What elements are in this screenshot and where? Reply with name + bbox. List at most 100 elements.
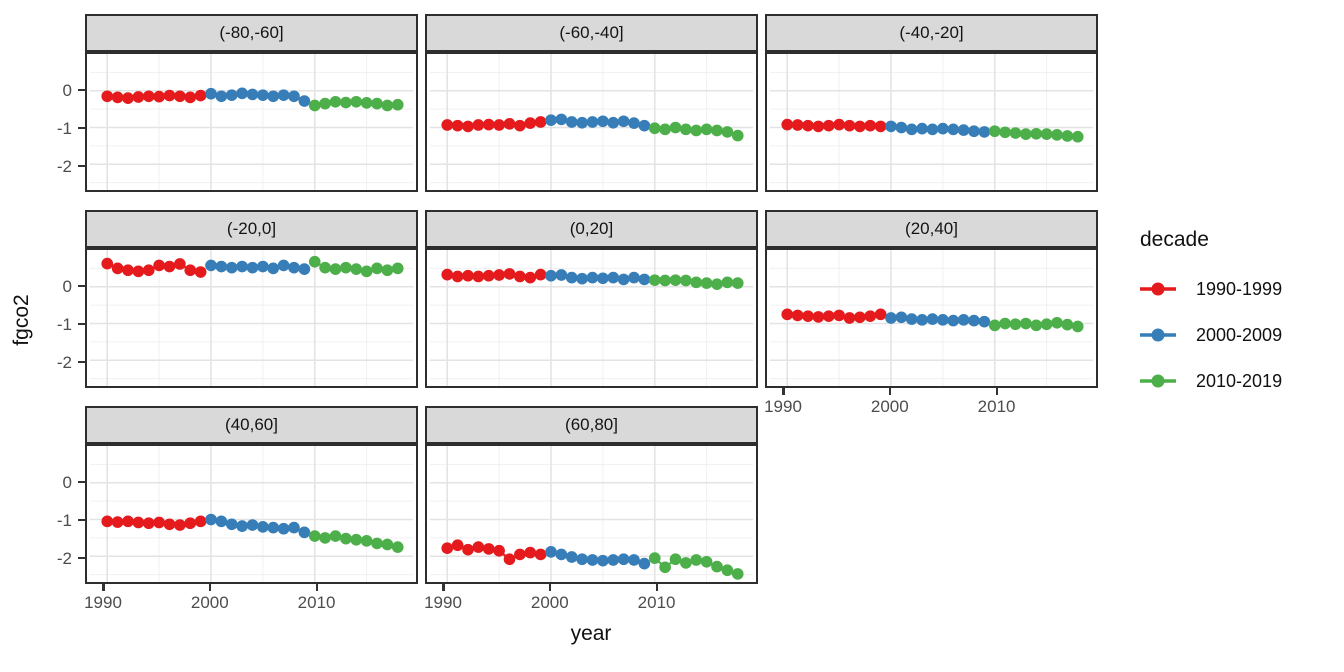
data-point-2000-2009 (215, 260, 228, 273)
data-point-2000-2009 (905, 123, 918, 136)
data-point-2000-2009 (607, 116, 620, 129)
data-point-2010-2019 (350, 533, 363, 546)
facet-plot-area (765, 52, 1098, 192)
data-point-1990-1999 (142, 264, 155, 277)
data-point-2010-2019 (1071, 130, 1084, 143)
facet-plot-area (85, 52, 418, 192)
data-point-2010-2019 (329, 263, 342, 275)
data-point-2010-2019 (700, 277, 713, 289)
facet-plot-area (425, 52, 758, 192)
data-point-1990-1999 (153, 259, 165, 272)
legend-entry-label: 1990-1999 (1196, 278, 1283, 299)
facet-panel: (20,40] (765, 210, 1098, 388)
y-axis-tick (78, 360, 85, 364)
x-axis-tick (208, 584, 212, 591)
data-point-1990-1999 (524, 117, 537, 129)
data-point-2000-2009 (926, 123, 939, 136)
data-point-2010-2019 (319, 532, 331, 544)
data-point-2010-2019 (721, 126, 734, 138)
data-point-2000-2009 (885, 312, 897, 324)
data-point-2010-2019 (711, 560, 723, 573)
x-axis-tick (655, 584, 659, 591)
data-point-2010-2019 (381, 538, 394, 551)
x-axis-tick (548, 584, 552, 591)
data-point-2000-2009 (978, 315, 991, 328)
data-point-2010-2019 (371, 97, 383, 110)
data-point-2010-2019 (329, 530, 342, 542)
data-point-2010-2019 (700, 555, 713, 568)
data-point-2000-2009 (267, 521, 280, 534)
y-tick-label: 0 (62, 472, 72, 492)
data-point-2000-2009 (225, 261, 238, 274)
data-point-2010-2019 (371, 537, 383, 550)
facet-panel: (0,20] (425, 210, 758, 388)
data-point-2010-2019 (659, 274, 671, 287)
data-point-1990-1999 (122, 92, 134, 104)
data-point-2010-2019 (731, 568, 744, 580)
data-point-2010-2019 (690, 554, 703, 566)
data-point-2000-2009 (205, 259, 217, 272)
data-point-1990-1999 (163, 260, 176, 273)
y-axis-tick (78, 284, 85, 288)
data-point-2010-2019 (350, 263, 363, 275)
data-point-1990-1999 (163, 89, 176, 102)
data-point-1990-1999 (503, 553, 516, 566)
data-point-1990-1999 (812, 311, 825, 323)
legend-entry-label: 2010-2019 (1196, 370, 1283, 391)
data-point-2000-2009 (257, 260, 269, 273)
data-point-2000-2009 (638, 119, 651, 132)
data-point-2010-2019 (1030, 127, 1043, 140)
data-point-2000-2009 (978, 126, 991, 138)
y-tick-label: 0 (62, 276, 72, 296)
y-axis-tick (78, 322, 85, 326)
data-point-2000-2009 (597, 115, 609, 128)
legend-title: decade (1140, 228, 1209, 251)
facet-plot-area (765, 248, 1098, 388)
data-point-2010-2019 (648, 274, 661, 286)
facet-strip-label: (40,60] (85, 406, 418, 444)
data-point-1990-1999 (791, 119, 804, 131)
data-point-1990-1999 (441, 119, 454, 131)
y-axis-title: fgco2 (10, 294, 33, 346)
data-point-2000-2009 (565, 551, 578, 563)
x-axis-tick (442, 584, 445, 591)
data-point-1990-1999 (864, 119, 877, 132)
data-point-1990-1999 (822, 310, 835, 322)
data-point-2010-2019 (721, 276, 734, 289)
data-point-2000-2009 (236, 260, 248, 273)
y-tick-label: -1 (56, 510, 72, 530)
data-point-2010-2019 (1071, 320, 1084, 333)
data-point-2010-2019 (731, 277, 744, 289)
x-axis-tick (995, 388, 999, 395)
data-point-1990-1999 (174, 90, 186, 103)
data-point-1990-1999 (184, 517, 197, 530)
data-point-2000-2009 (586, 554, 599, 566)
data-point-1990-1999 (184, 264, 197, 277)
legend-key-line-point-icon (1140, 374, 1176, 388)
data-point-1990-1999 (101, 90, 114, 103)
data-point-2000-2009 (277, 259, 290, 272)
data-point-1990-1999 (781, 308, 794, 321)
data-point-2010-2019 (319, 261, 331, 274)
data-point-1990-1999 (451, 270, 464, 283)
data-point-1990-1999 (441, 542, 454, 555)
data-point-1990-1999 (802, 119, 814, 132)
data-point-2010-2019 (340, 261, 352, 274)
data-point-2010-2019 (988, 319, 1001, 332)
x-tick-label: 2000 (870, 397, 909, 416)
data-point-2010-2019 (381, 264, 394, 277)
data-point-2000-2009 (947, 123, 960, 136)
data-point-2010-2019 (690, 276, 703, 289)
data-point-1990-1999 (503, 118, 516, 130)
data-point-2010-2019 (648, 552, 661, 564)
data-point-2010-2019 (690, 124, 703, 137)
y-tick-label: -2 (56, 156, 72, 176)
data-point-1990-1999 (802, 310, 814, 322)
data-point-2000-2009 (607, 554, 620, 566)
facet-strip-label: (-40,-20] (765, 14, 1098, 52)
data-point-2010-2019 (721, 564, 734, 577)
data-point-2010-2019 (360, 97, 373, 109)
data-point-2010-2019 (360, 265, 373, 278)
data-point-1990-1999 (174, 519, 186, 531)
y-axis-tick (78, 164, 85, 168)
